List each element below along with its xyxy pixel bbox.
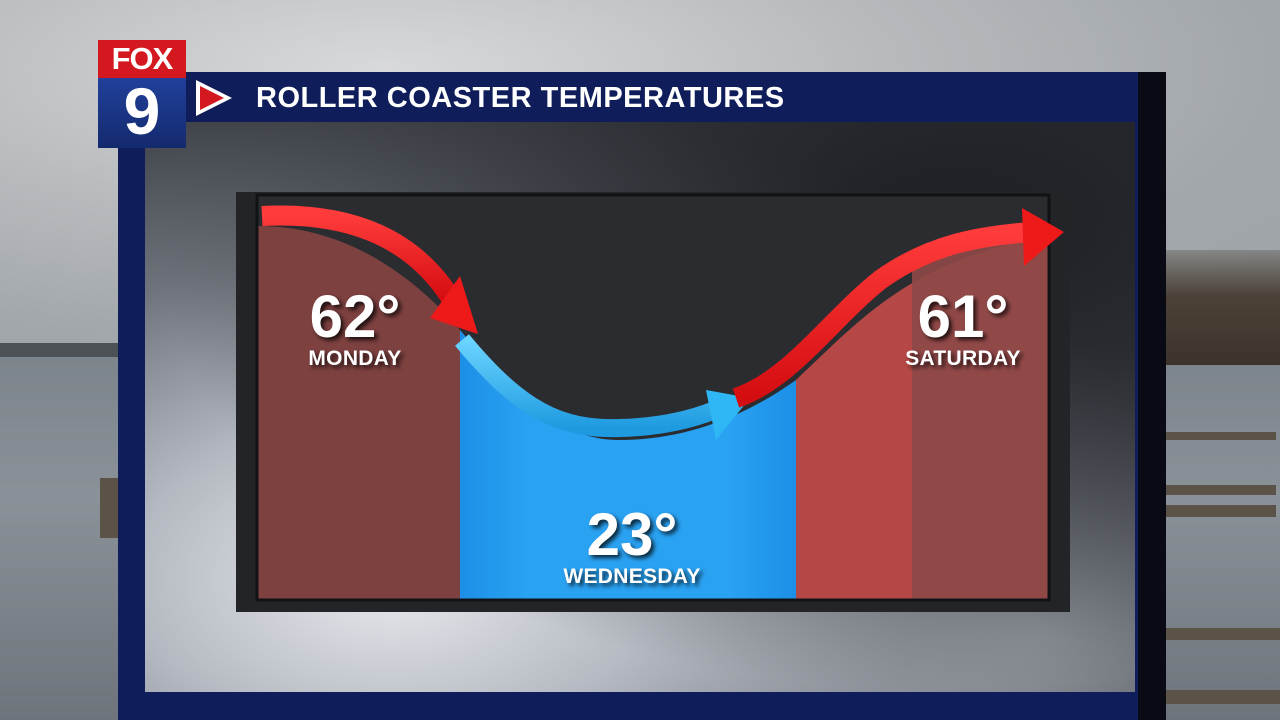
saturday-forecast: 61° SATURDAY xyxy=(893,286,1033,370)
wednesday-label: WEDNESDAY xyxy=(563,565,701,588)
dock xyxy=(1166,432,1276,440)
falling-red-arrow xyxy=(261,205,461,306)
dock xyxy=(1166,690,1280,704)
dock xyxy=(100,478,118,538)
cold-blue-arrow xyxy=(455,334,719,438)
dock xyxy=(1166,505,1276,517)
shoreline xyxy=(0,343,120,357)
logo-red-band xyxy=(98,40,186,78)
saturday-label: SATURDAY xyxy=(905,347,1021,370)
treeline xyxy=(1165,250,1280,365)
board-edge xyxy=(1138,72,1166,720)
monday-temp: 62° xyxy=(309,283,401,350)
rising-arrow-head xyxy=(1022,208,1064,266)
graph-frame xyxy=(255,193,1051,602)
station-logo: FOX 9 xyxy=(98,40,186,148)
falling-arrow-head xyxy=(430,276,478,334)
dock xyxy=(1166,628,1280,640)
monday-label: MONDAY xyxy=(308,347,402,370)
wednesday-temp: 23° xyxy=(586,501,678,568)
dock xyxy=(1166,485,1276,495)
monday-forecast: 62° MONDAY xyxy=(295,286,415,370)
monday-column xyxy=(258,226,460,599)
wednesday-forecast: 23° WEDNESDAY xyxy=(540,504,724,588)
rising-red-arrow xyxy=(732,222,1031,408)
logo-word: FOX xyxy=(111,41,174,76)
logo-blue-band xyxy=(98,78,186,148)
logo-number: 9 xyxy=(123,74,161,148)
title-bar xyxy=(186,74,1138,122)
saturday-temp: 61° xyxy=(917,283,1009,350)
play-arrow-icon xyxy=(196,80,232,116)
wednesday-column xyxy=(460,330,796,599)
saturday-column-shade xyxy=(912,236,1048,599)
page-title: ROLLER COASTER TEMPERATURES xyxy=(256,82,785,114)
